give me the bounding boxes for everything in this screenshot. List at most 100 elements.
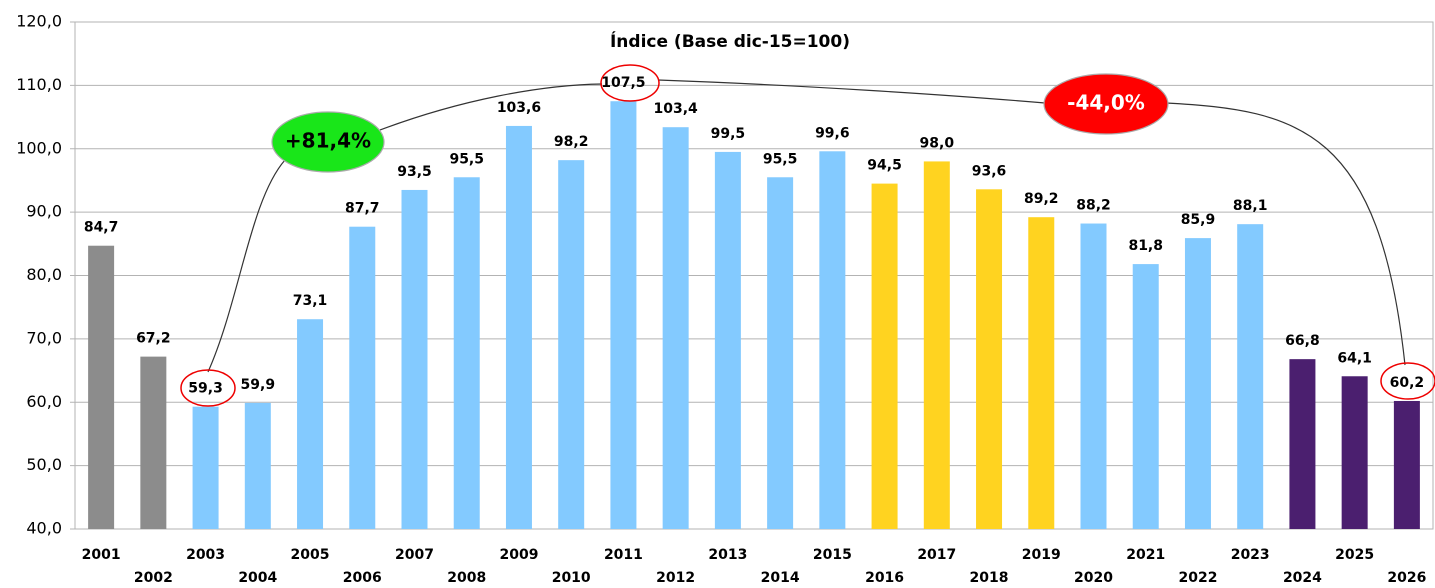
value-label: 93,5 [397,164,432,180]
value-label: 85,9 [1181,212,1216,228]
connector [379,83,603,131]
x-tick-label: 2018 [970,570,1009,586]
bar [1237,224,1264,529]
x-tick-label: 2004 [238,570,277,586]
annotation-layer [180,64,1435,407]
bar [1028,217,1055,529]
value-label: 89,2 [1024,191,1059,207]
x-tick-label: 2016 [865,570,904,586]
x-tick-label: 2024 [1283,570,1322,586]
x-tick-label: 2015 [813,547,852,563]
bar [1080,223,1107,529]
highlight-circle [1380,362,1435,400]
x-tick-label: 2013 [708,547,747,563]
y-tick-label: 110,0 [16,75,62,94]
value-label: 88,1 [1233,198,1268,214]
highlight-circle [600,64,660,102]
value-label: 95,5 [449,151,484,167]
x-tick-label: 2022 [1178,570,1217,586]
value-label: 84,7 [84,220,119,236]
x-tick-label: 2025 [1335,547,1374,563]
x-tick-label: 2005 [291,547,330,563]
value-label: 87,7 [345,201,380,217]
y-tick-label: 50,0 [26,455,62,474]
value-label: 94,5 [867,158,902,174]
bar [453,177,480,530]
value-label: 99,6 [815,125,850,141]
chart-title: Índice (Base dic-15=100) [610,30,850,52]
x-tick-label: 2009 [499,547,538,563]
value-label: 73,1 [293,293,328,309]
y-tick-label: 120,0 [16,12,62,31]
bar [401,189,428,529]
x-tick-label: 2014 [761,570,800,586]
bar [1393,400,1420,529]
x-tick-label: 2021 [1126,547,1165,563]
value-label: 64,1 [1337,350,1372,366]
bar [88,245,115,529]
x-tick-label: 2019 [1022,547,1061,563]
bar [1341,376,1368,529]
value-label: 67,2 [136,331,171,347]
value-label: 81,8 [1128,238,1163,254]
bar [767,177,794,530]
bar [349,226,376,530]
annotation: -44,0% [1067,91,1145,115]
bar [244,402,271,529]
y-tick-label: 70,0 [26,328,62,347]
bar [558,160,585,529]
y-tick-label: 100,0 [16,138,62,157]
x-tick-label: 2020 [1074,570,1113,586]
value-label: 93,6 [972,163,1007,179]
value-label: 66,8 [1285,333,1320,349]
bar [923,161,950,530]
bar [1132,264,1159,529]
annotation-badge [271,111,385,173]
x-tick-label: 2007 [395,547,434,563]
connector [657,79,1046,104]
value-label: 59,3 [188,381,223,397]
x-tick-label: 2026 [1387,570,1426,586]
x-tick-label: 2003 [186,547,225,563]
value-label: 103,6 [497,100,541,116]
value-label: 60,2 [1390,375,1425,391]
bar [976,189,1003,529]
plot-border [74,21,1434,530]
bar [1184,238,1211,529]
value-label: 103,4 [654,101,699,117]
x-tick-label: 2002 [134,570,173,586]
bar [505,125,532,529]
x-tick-label: 2011 [604,547,643,563]
value-label: 98,0 [920,135,955,151]
bar [192,406,219,529]
y-tick-label: 40,0 [26,519,62,538]
bar [662,127,689,529]
connector [1165,102,1406,366]
y-tick-label: 90,0 [26,202,62,221]
bar [714,151,741,529]
y-tick-label: 60,0 [26,392,62,411]
bar [610,101,637,529]
x-tick-label: 2006 [343,570,382,586]
bar [1289,359,1316,529]
bar [297,319,324,529]
plot-area: 40,0 50,0 60,0 70,0 80,0 90,0 100,0 110,0 120,0 2… [16,12,1434,586]
x-tick-label: 2008 [447,570,486,586]
x-tick-label: 2001 [82,547,121,563]
annotation: +81,4% [285,129,371,153]
x-tick-label: 2017 [917,547,956,563]
x-tick-label: 2012 [656,570,695,586]
value-label: 107,5 [601,75,645,91]
value-label: 88,2 [1076,198,1111,214]
bar [140,356,167,529]
value-label: 99,5 [711,126,746,142]
value-label: 95,5 [763,151,798,167]
value-label: 59,9 [241,377,276,393]
annotation-badge [1043,73,1169,135]
y-tick-label: 80,0 [26,265,62,284]
bar [819,151,846,529]
x-tick-label: 2023 [1231,547,1270,563]
x-tick-label: 2010 [552,570,591,586]
highlight-circle [180,369,236,407]
